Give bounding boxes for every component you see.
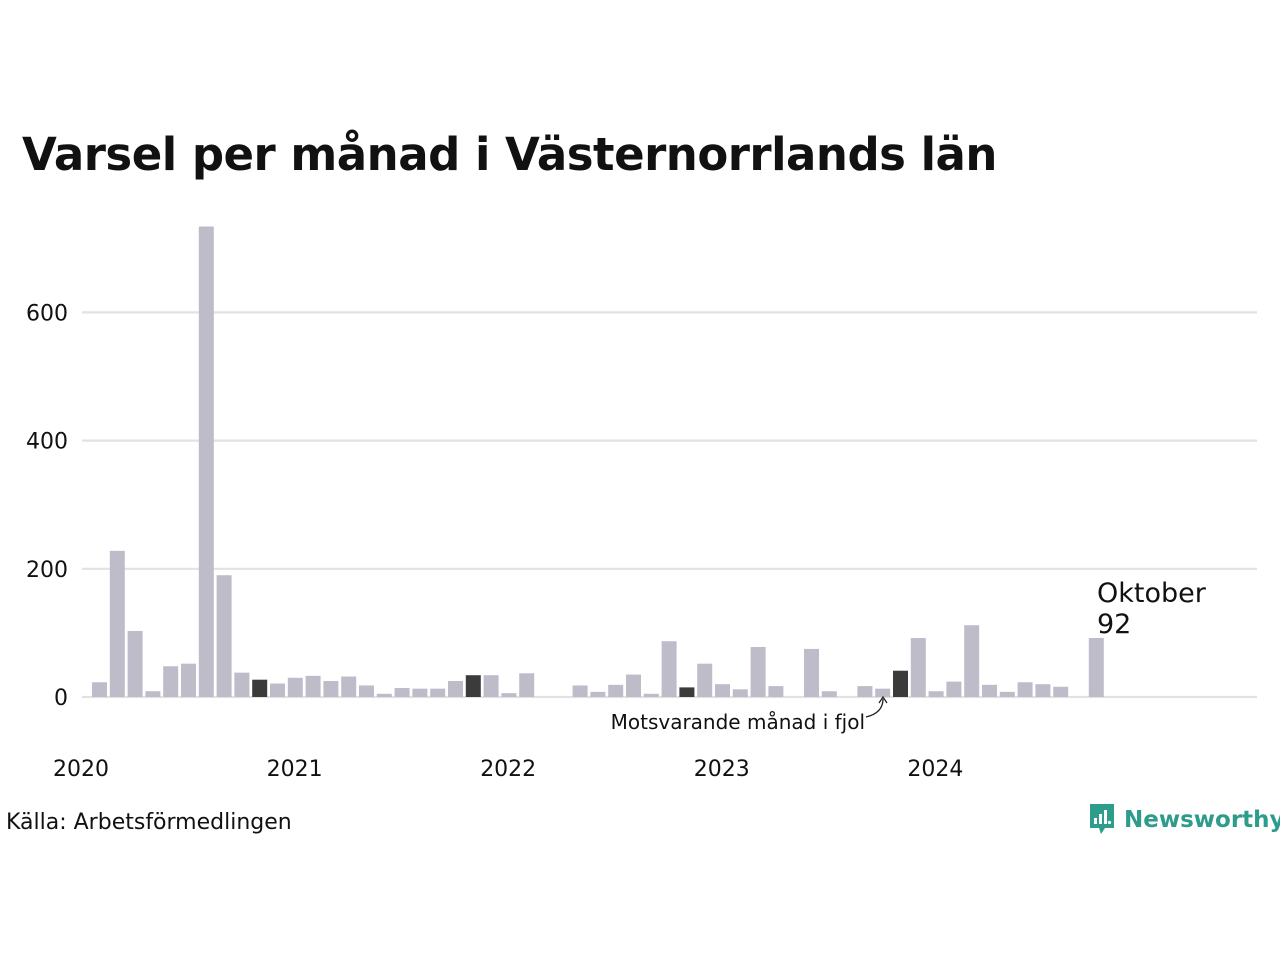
bar xyxy=(430,688,446,697)
x-tick-label: 2020 xyxy=(53,757,109,782)
y-axis-ticks: 0 200 400 600 xyxy=(26,301,68,711)
bar xyxy=(341,676,357,697)
brand-name: Newsworthy xyxy=(1124,807,1280,833)
bar xyxy=(92,682,107,697)
bar xyxy=(270,683,285,697)
bar xyxy=(572,685,588,697)
y-tick-label: 200 xyxy=(26,558,68,583)
bar xyxy=(982,684,997,697)
bar xyxy=(964,625,980,697)
current-month-label: Oktober xyxy=(1097,578,1207,609)
bar xyxy=(287,677,303,697)
y-tick-label: 0 xyxy=(54,686,68,711)
bar xyxy=(857,686,873,697)
bar xyxy=(412,688,428,697)
bar xyxy=(127,630,143,697)
bar xyxy=(643,693,659,697)
bar xyxy=(323,680,339,697)
bar xyxy=(234,672,250,697)
bar xyxy=(590,691,606,697)
bar xyxy=(1088,638,1104,697)
bar xyxy=(1017,682,1033,697)
bar xyxy=(163,666,179,697)
x-axis-ticks: 2020 2021 2022 2023 2024 xyxy=(53,757,963,782)
source-note: Källa: Arbetsförmedlingen xyxy=(6,810,292,835)
annotation-arrow xyxy=(865,698,884,718)
bar xyxy=(359,685,374,697)
annotation-arrowhead xyxy=(878,695,888,704)
x-tick-label: 2023 xyxy=(694,757,750,782)
bar xyxy=(1035,684,1051,697)
bar xyxy=(216,575,232,697)
bar xyxy=(928,691,944,697)
current-value-label: 92 xyxy=(1097,609,1131,640)
bar-same-month xyxy=(679,687,695,697)
bar xyxy=(715,684,730,697)
bar-same-month xyxy=(893,670,908,697)
bar xyxy=(1053,686,1069,697)
same-month-annotation: Motsvarande månad i fjol xyxy=(611,710,865,734)
bar xyxy=(768,686,784,697)
bar xyxy=(821,691,837,697)
bars xyxy=(92,226,1104,698)
bar xyxy=(910,638,926,697)
y-tick-label: 400 xyxy=(26,430,68,455)
bar xyxy=(750,647,766,697)
newsworthy-logo[interactable]: Newsworthy xyxy=(1088,802,1280,838)
bar xyxy=(198,226,214,698)
gridlines xyxy=(82,311,1257,699)
bar xyxy=(519,673,535,697)
bar xyxy=(483,675,499,697)
bar xyxy=(376,693,392,697)
bar xyxy=(145,691,161,697)
bar-chart-logo-icon xyxy=(1088,802,1116,838)
bar xyxy=(608,684,624,697)
bar xyxy=(732,689,748,697)
bar xyxy=(946,681,962,697)
bar-same-month xyxy=(252,679,268,697)
bar xyxy=(448,680,463,697)
bar xyxy=(804,648,819,697)
bar xyxy=(501,693,517,697)
bar xyxy=(875,688,891,697)
bar xyxy=(305,675,321,697)
bar xyxy=(394,688,410,697)
chart-title: Varsel per månad i Västernorrlands län xyxy=(22,128,997,181)
x-tick-label: 2024 xyxy=(907,757,963,782)
x-tick-label: 2022 xyxy=(480,757,536,782)
annotations: Motsvarande månad i fjol Oktober 92 xyxy=(611,578,1207,734)
x-tick-label: 2021 xyxy=(267,757,323,782)
bar xyxy=(661,641,677,697)
bar-same-month xyxy=(465,675,481,697)
bar xyxy=(181,663,196,697)
bar xyxy=(999,691,1015,697)
bar xyxy=(109,550,125,697)
bar xyxy=(697,663,713,697)
bar xyxy=(626,674,641,697)
y-tick-label: 600 xyxy=(26,301,68,326)
